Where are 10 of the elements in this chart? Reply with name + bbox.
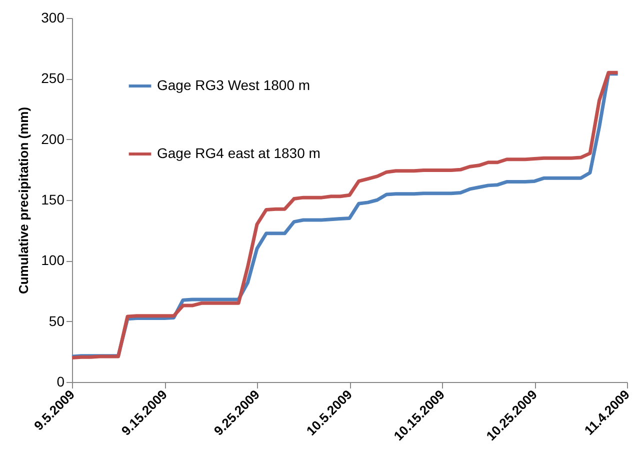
y-tick-label: 300 <box>41 10 65 26</box>
y-tick-label: 150 <box>41 192 65 208</box>
legend-label: Gage RG3 West 1800 m <box>157 77 310 93</box>
y-tick-label: 100 <box>41 252 65 268</box>
legend-label: Gage RG4 east at 1830 m <box>157 145 320 161</box>
y-tick-label: 200 <box>41 130 65 147</box>
y-tick-label: 250 <box>41 70 65 86</box>
y-tick-label: 0 <box>56 374 65 390</box>
y-tick-label: 50 <box>48 312 65 329</box>
y-axis-title: Cumulative precipitation (mm) <box>16 106 32 294</box>
